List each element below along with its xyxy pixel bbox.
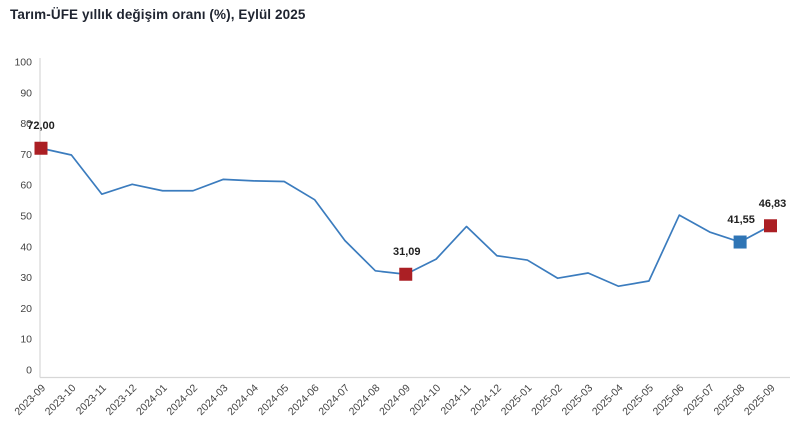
x-axis-tick-label: 2023-12 xyxy=(104,382,140,418)
x-axis-tick-label: 2024-05 xyxy=(256,382,292,418)
data-point-marker-2025-09[interactable] xyxy=(764,219,777,233)
y-axis-tick-label: 10 xyxy=(20,334,32,346)
y-axis-tick-label: 100 xyxy=(14,57,32,69)
y-axis-tick-label: 30 xyxy=(20,272,32,284)
x-axis-tick-label: 2024-11 xyxy=(438,382,473,417)
y-axis-tick-label: 90 xyxy=(20,87,32,99)
x-axis-tick-label: 2024-10 xyxy=(408,382,444,418)
x-axis-tick-label: 2023-11 xyxy=(74,382,109,417)
data-point-label-2025-08: 41,55 xyxy=(727,214,755,226)
x-axis-tick-label: 2024-03 xyxy=(195,382,231,418)
data-point-label-2023-09: 72,00 xyxy=(27,120,55,132)
x-axis-tick-label: 2024-12 xyxy=(468,382,504,418)
x-axis-tick-label: 2025-03 xyxy=(560,382,596,418)
x-axis-tick-label: 2024-01 xyxy=(134,382,170,418)
data-point-marker-2025-08[interactable] xyxy=(733,235,747,249)
x-axis-tick-label: 2025-06 xyxy=(651,382,687,418)
data-point-label-2024-09: 31,09 xyxy=(393,246,421,258)
data-point-marker-2024-09[interactable] xyxy=(399,267,413,281)
x-axis-tick-label: 2025-02 xyxy=(529,382,565,418)
y-axis-tick-label: 0 xyxy=(26,365,32,377)
y-axis-tick-label: 60 xyxy=(20,180,32,192)
y-axis-tick-label: 70 xyxy=(20,149,32,161)
x-axis-tick-label: 2025-01 xyxy=(499,382,535,418)
x-axis-tick-label: 2024-04 xyxy=(225,382,261,418)
chart-title: Tarım-ÜFE yıllık değişim oranı (%), Eylü… xyxy=(10,7,306,22)
x-axis-tick-label: 2025-08 xyxy=(711,382,747,418)
data-point-marker-2023-09[interactable] xyxy=(34,141,48,155)
y-axis-tick-label: 20 xyxy=(20,303,32,315)
trend-line xyxy=(40,147,772,288)
x-axis-tick-label: 2025-09 xyxy=(742,382,778,418)
x-axis-tick-label: 2024-08 xyxy=(347,382,383,418)
x-axis-tick-label: 2024-06 xyxy=(286,382,322,418)
x-axis-tick-label: 2024-02 xyxy=(164,382,200,418)
y-axis-tick-label: 40 xyxy=(20,241,32,253)
y-axis-tick-label: 80 xyxy=(20,118,32,130)
x-axis-tick-label: 2023-09 xyxy=(12,382,48,418)
x-axis-tick-label: 2024-09 xyxy=(377,382,413,418)
x-axis-tick-label: 2025-07 xyxy=(681,382,717,418)
x-axis-tick-label: 2025-05 xyxy=(620,382,656,418)
x-axis-tick-label: 2023-10 xyxy=(43,382,79,418)
y-axis-tick-label: 50 xyxy=(20,211,32,223)
data-point-label-2025-09: 46,83 xyxy=(759,198,787,210)
x-axis-tick-label: 2025-04 xyxy=(590,382,626,418)
x-axis-tick-label: 2024-07 xyxy=(316,382,352,418)
